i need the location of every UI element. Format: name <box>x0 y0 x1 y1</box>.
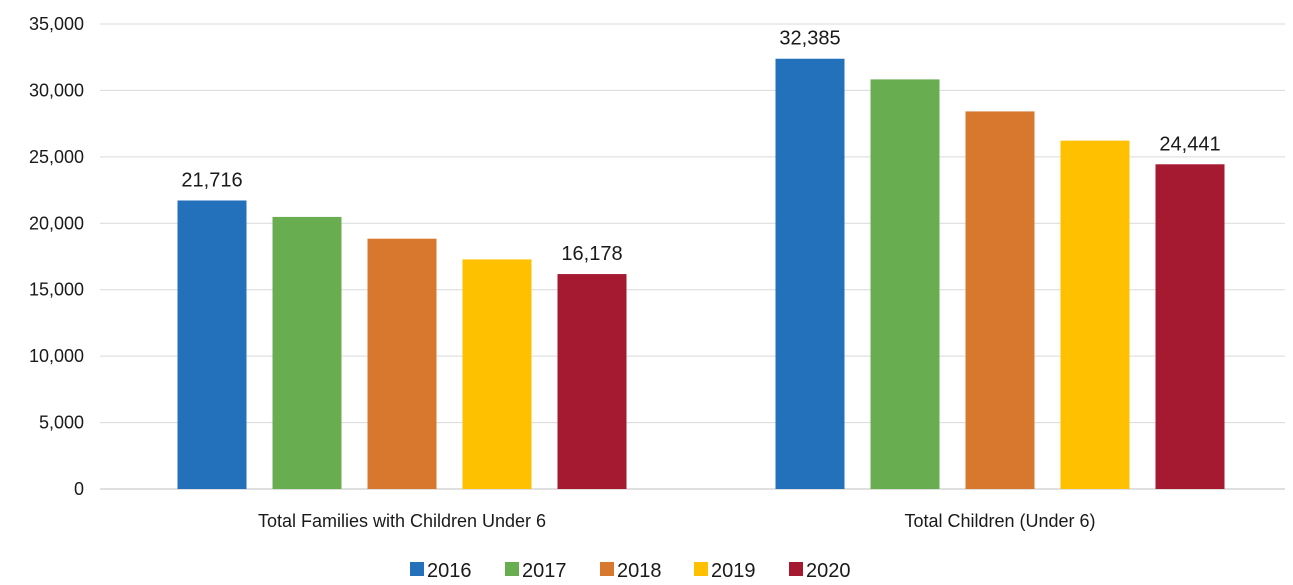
bar-2016-families <box>177 200 247 489</box>
bar-2017-families <box>272 216 342 489</box>
legend-label-2020: 2020 <box>806 560 851 580</box>
data-label: 21,716 <box>181 169 242 191</box>
data-labels: 21,716 16,178 32,385 24,441 <box>181 28 1220 265</box>
data-label: 24,441 <box>1159 133 1220 155</box>
bar-2020-families <box>557 274 627 489</box>
legend-swatch-2020 <box>789 562 803 576</box>
y-tick-label: 15,000 <box>29 280 84 300</box>
legend-swatch-2018 <box>600 562 614 576</box>
y-tick-label: 35,000 <box>29 14 84 34</box>
bars <box>177 58 1225 490</box>
y-tick-label: 20,000 <box>29 213 84 233</box>
bar-2019-children <box>1060 140 1130 490</box>
legend: 2016 2017 2018 2019 2020 <box>410 560 851 582</box>
y-tick-label: 5,000 <box>39 413 84 433</box>
bar-2020-children <box>1155 164 1225 489</box>
legend-label-2017: 2017 <box>522 560 567 580</box>
legend-label-2019: 2019 <box>711 560 756 580</box>
x-axis-categories: Total Families with Children Under 6 Tota… <box>258 511 1096 531</box>
y-tick-label: 25,000 <box>29 147 84 167</box>
legend-label-2016: 2016 <box>427 560 472 580</box>
x-category-label: Total Children (Under 6) <box>904 511 1095 531</box>
data-label: 16,178 <box>561 243 622 265</box>
legend-swatch-2016 <box>410 562 424 576</box>
legend-swatch-2017 <box>505 562 519 576</box>
data-label: 32,385 <box>779 28 840 50</box>
x-category-label: Total Families with Children Under 6 <box>258 511 546 531</box>
y-tick-label: 0 <box>74 479 84 499</box>
bar-2016-children <box>775 58 845 490</box>
y-tick-label: 30,000 <box>29 80 84 100</box>
bar-2018-children <box>965 111 1035 490</box>
legend-label-2018: 2018 <box>617 560 662 580</box>
bar-2018-families <box>367 238 437 489</box>
y-tick-label: 10,000 <box>29 346 84 366</box>
legend-swatch-2019 <box>694 562 708 576</box>
y-axis-ticks: 0 5,000 10,000 15,000 20,000 25,000 30,000 35,0… <box>29 14 84 499</box>
bar-2017-children <box>870 79 940 489</box>
bar-2019-families <box>462 259 532 489</box>
